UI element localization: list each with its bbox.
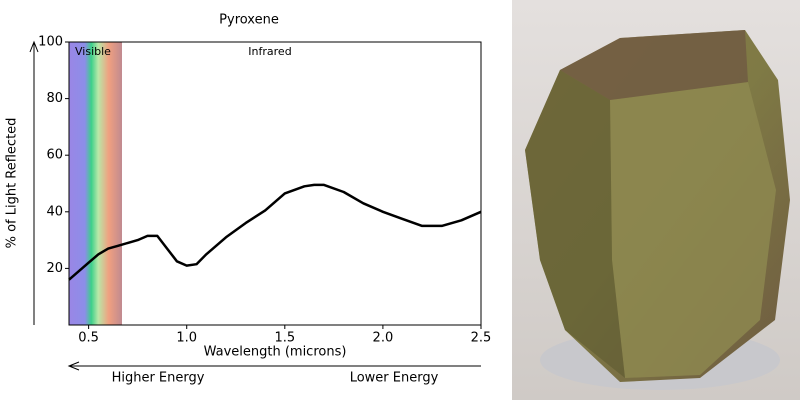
y-axis-label: % of Light Reflected: [5, 118, 20, 249]
x-tick-label: 2.5: [471, 331, 492, 346]
y-tick-label: 100: [38, 35, 63, 50]
crystal-top: [560, 30, 748, 100]
y-tick-label: 40: [46, 204, 63, 219]
annotation: Higher Energy: [112, 371, 205, 386]
crystal-side: [525, 70, 625, 378]
y-tick-label: 20: [46, 261, 63, 276]
spectrum-line: [68, 183, 482, 281]
x-tick-label: 1.5: [274, 331, 295, 346]
chart-title: Pyroxene: [219, 13, 279, 28]
annotation: Lower Energy: [350, 371, 439, 386]
mineral-photo: [512, 0, 800, 400]
y-tick-label: 80: [46, 91, 63, 106]
crystal-face: [610, 82, 776, 378]
y-tick-label: 60: [46, 148, 63, 163]
plot-frame: [68, 41, 482, 326]
x-tick-label: 1.0: [176, 331, 197, 346]
annotation: Infrared: [248, 45, 291, 58]
x-axis-label: Wavelength (microns): [204, 345, 347, 360]
annotation: Visible: [75, 45, 111, 58]
x-tick-label: 0.5: [78, 331, 99, 346]
x-arrow-head: [67, 361, 80, 371]
visible-band: [69, 42, 122, 325]
y-arrow-head: [29, 40, 39, 53]
x-tick-label: 2.0: [373, 331, 394, 346]
